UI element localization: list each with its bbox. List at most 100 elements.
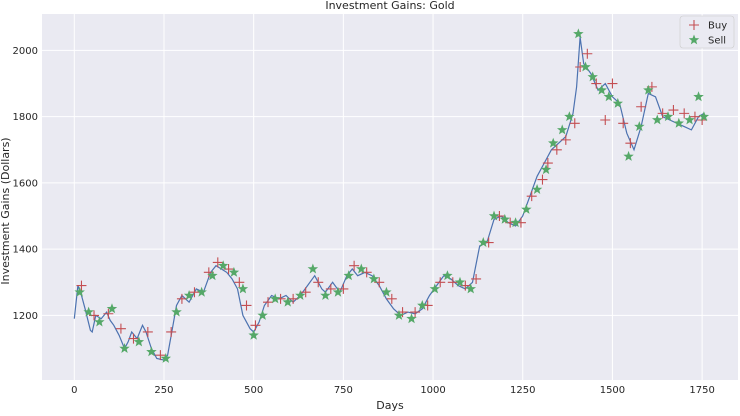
y-tick-label: 1800 xyxy=(13,112,38,123)
buy-marker xyxy=(386,293,397,304)
legend-label-buy: Buy xyxy=(708,21,727,32)
y-axis-label: Investment Gains (Dollars) xyxy=(0,137,12,284)
buy-marker xyxy=(338,283,349,294)
sell-marker xyxy=(307,263,319,274)
legend-sell-marker xyxy=(688,34,700,45)
buy-marker xyxy=(447,277,458,288)
sell-marker xyxy=(160,353,171,363)
buy-marker xyxy=(76,280,87,291)
sell-marker xyxy=(228,266,240,277)
sell-marker xyxy=(74,286,85,297)
sell-marker xyxy=(580,61,591,72)
sell-marker xyxy=(417,300,428,310)
tick-labels: 0 250 500 750 1000 1250 1500 1750 1200 1400 1600 18… xyxy=(13,46,715,396)
x-tick-label: 0 xyxy=(71,385,77,396)
buy-marker xyxy=(618,118,629,129)
buy-marker xyxy=(600,114,611,125)
buy-marker xyxy=(625,138,636,149)
sell-marker xyxy=(540,164,552,175)
buy-marker xyxy=(142,326,153,337)
sell-marker xyxy=(248,329,259,340)
buy-marker xyxy=(679,108,690,119)
buy-marker xyxy=(325,283,336,294)
sell-marker xyxy=(406,313,417,324)
sell-marker xyxy=(693,91,704,102)
sell-marker xyxy=(381,286,392,297)
buy-marker xyxy=(300,287,311,298)
buy-marker xyxy=(234,277,245,288)
sell-marker xyxy=(332,286,344,297)
sell-marker xyxy=(573,28,584,39)
buy-marker xyxy=(349,260,360,271)
x-tick-label: 500 xyxy=(244,385,263,396)
sell-marker xyxy=(320,290,331,300)
buy-marker xyxy=(657,108,668,119)
buy-marker xyxy=(155,350,166,361)
sell-marker xyxy=(488,210,500,221)
buy-marker xyxy=(128,333,139,344)
x-tick-label: 250 xyxy=(154,385,173,396)
sell-marker xyxy=(83,306,94,317)
buy-marker xyxy=(569,118,580,129)
sell-marker xyxy=(343,270,354,281)
sell-marker xyxy=(557,124,568,135)
sell-marker xyxy=(684,114,695,125)
sell-marker xyxy=(587,71,598,82)
sell-marker xyxy=(207,270,218,281)
buy-marker xyxy=(250,320,261,331)
buy-marker xyxy=(542,158,553,169)
legend-buy-marker xyxy=(689,20,699,30)
x-tick-label: 1000 xyxy=(420,385,445,396)
buy-marker xyxy=(551,144,562,155)
x-tick-label: 1500 xyxy=(600,385,625,396)
buy-marker xyxy=(313,277,324,288)
sell-marker xyxy=(698,111,710,122)
sell-marker xyxy=(217,260,229,271)
sell-marker xyxy=(623,150,634,161)
series-layer xyxy=(73,28,710,363)
legend-items: Buy Sell xyxy=(688,20,727,47)
sell-marker xyxy=(510,217,521,228)
y-tick-label: 1200 xyxy=(13,311,38,322)
buy-marker xyxy=(241,300,252,311)
sell-marker xyxy=(603,91,615,102)
buy-marker xyxy=(435,277,446,288)
x-tick-label: 1750 xyxy=(689,385,714,396)
legend-label-sell: Sell xyxy=(708,36,726,47)
sell-marker xyxy=(442,270,453,281)
buy-marker xyxy=(537,174,548,185)
sell-marker xyxy=(196,286,207,297)
sell-marker xyxy=(257,309,268,320)
sell-marker xyxy=(237,283,249,294)
sell-marker xyxy=(183,290,195,300)
sell-marker xyxy=(465,283,476,294)
sell-marker xyxy=(499,213,510,224)
sell-marker xyxy=(356,263,367,274)
buy-marker xyxy=(212,257,223,268)
x-tick-label: 750 xyxy=(334,385,353,396)
buy-marker xyxy=(689,111,700,122)
buy-marker xyxy=(607,78,618,89)
sell-marker xyxy=(429,283,441,294)
buy-marker xyxy=(471,273,482,284)
sell-marker xyxy=(548,137,559,148)
sell-marker xyxy=(393,309,405,320)
buy-marker xyxy=(668,105,679,116)
sell-marker xyxy=(521,203,532,214)
buy-marker xyxy=(115,323,126,334)
sell-marker xyxy=(643,84,654,95)
sell-marker xyxy=(673,117,684,128)
sell-marker xyxy=(106,303,118,314)
sell-marker xyxy=(119,343,130,353)
sell-marker xyxy=(146,346,157,357)
buy-marker xyxy=(526,191,537,202)
sell-marker xyxy=(596,84,607,95)
sell-marker xyxy=(368,273,380,284)
sell-marker xyxy=(564,111,575,122)
y-tick-label: 1400 xyxy=(13,245,38,256)
sell-marker xyxy=(94,316,105,327)
grid xyxy=(42,14,738,380)
buy-marker xyxy=(166,326,177,337)
